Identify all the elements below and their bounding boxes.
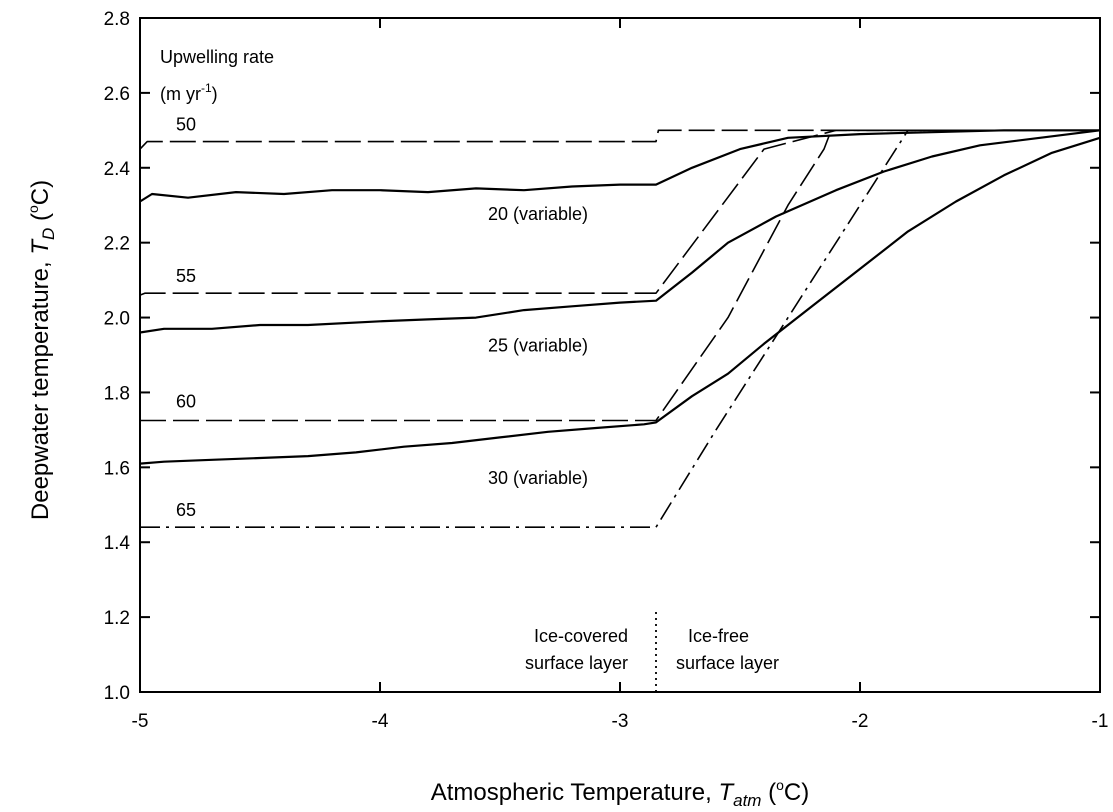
series-label: 20 (variable): [488, 204, 588, 224]
ice-free-label: Ice-free: [688, 626, 749, 646]
y-tick-label: 1.0: [104, 683, 130, 704]
x-tick-label: -1: [1092, 711, 1109, 732]
y-tick-label: 2.2: [104, 234, 130, 255]
series-line-30: [139, 136, 1101, 465]
x-tick-label: -3: [612, 711, 629, 732]
x-tick-label: -2: [852, 711, 869, 732]
plot-frame: [139, 17, 1101, 693]
series-line-60: [140, 129, 1100, 422]
y-tick-label: 2.4: [104, 159, 131, 180]
legend-title: Upwelling rate (m yr-1): [160, 47, 274, 104]
series-label: 25 (variable): [488, 335, 588, 355]
ice-covered-label: Ice-covered: [534, 626, 628, 646]
series-labels: 50 55 60 65 20 (variable) 25 (variable) 30 (va…: [176, 114, 588, 520]
series-line-65: [140, 129, 1100, 528]
series-label: 65: [176, 500, 196, 520]
x-axis-title: Atmospheric Temperature, Tatm (oC): [431, 777, 810, 810]
series-lines: [139, 129, 1101, 528]
series-line-25: [139, 129, 1101, 334]
series-label: 30 (variable): [488, 468, 588, 488]
plot-frame-rect: [139, 17, 1101, 693]
y-tick-label: 1.4: [104, 533, 131, 554]
ice-covered-label: surface layer: [525, 653, 628, 673]
y-axis-title: Deepwater temperature, TD (oC): [25, 180, 58, 520]
y-tick-label: 2.0: [104, 309, 130, 330]
series-line-55: [139, 129, 1100, 296]
axis-tick-labels: -5 -4 -3 -2 -1 1.0 1.2 1.4 1.6 1.8 2.0 2.2 2.4 2.6 2.8: [104, 9, 1109, 732]
legend-title-line1: Upwelling rate: [160, 47, 274, 67]
series-line-20: [139, 129, 1100, 203]
axis-ticks: [139, 17, 1101, 693]
series-label: 55: [176, 266, 196, 286]
y-tick-label: 1.2: [104, 608, 130, 629]
y-tick-label: 1.6: [104, 458, 130, 479]
ice-free-label: surface layer: [676, 653, 779, 673]
y-tick-label: 2.6: [104, 84, 130, 105]
series-line-50: [139, 129, 1100, 150]
y-tick-label: 2.8: [104, 9, 130, 30]
y-tick-label: 1.8: [104, 383, 130, 404]
x-tick-label: -5: [132, 711, 149, 732]
series-label: 60: [176, 391, 196, 411]
ice-boundary: Ice-covered surface layer Ice-free surface …: [525, 612, 779, 692]
legend-title-line2: (m yr-1): [160, 81, 218, 104]
x-tick-label: -4: [372, 711, 389, 732]
series-label: 50: [176, 114, 196, 134]
